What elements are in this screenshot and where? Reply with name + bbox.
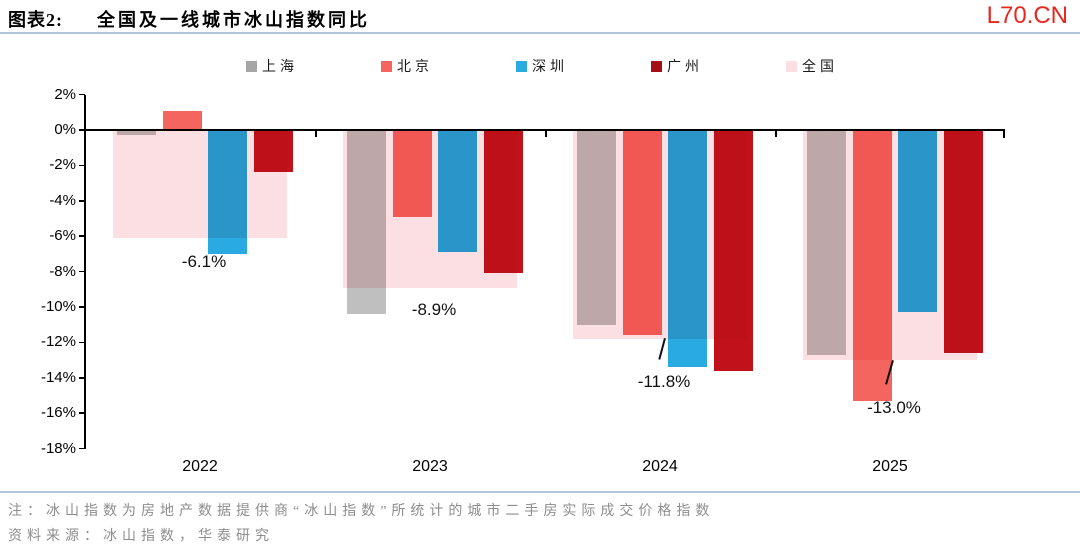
bar-上海 bbox=[347, 130, 386, 315]
x-axis-label: 2025 bbox=[872, 458, 908, 475]
bar-深圳 bbox=[898, 130, 937, 313]
bar-深圳 bbox=[438, 130, 477, 253]
legend-swatch bbox=[516, 60, 527, 72]
chart-note: 注：冰山指数为房地产数据提供商“冰山指数”所统计的城市二手房实际成交价格指数 bbox=[8, 504, 715, 519]
data-label: -13.0% bbox=[867, 398, 921, 417]
bar-北京 bbox=[622, 130, 662, 336]
x-axis-end-tick bbox=[1003, 130, 1005, 138]
y-tick-label: 0% bbox=[54, 121, 76, 138]
bar-深圳 bbox=[668, 130, 707, 368]
watermark-text: L70.CN bbox=[986, 2, 1068, 29]
legend-label: 上海 bbox=[262, 60, 298, 75]
y-tick-label: -4% bbox=[49, 191, 76, 209]
figure-tag: 图表2: bbox=[8, 10, 63, 30]
x-axis-label: 2022 bbox=[182, 458, 218, 475]
data-label: -11.8% bbox=[637, 372, 691, 391]
y-tick-mark bbox=[79, 447, 85, 450]
legend-label: 深圳 bbox=[532, 60, 568, 75]
bar-上海 bbox=[577, 130, 616, 325]
y-tick-mark bbox=[79, 341, 85, 344]
legend-item: 广州 bbox=[651, 56, 703, 76]
y-tick-label: 2% bbox=[54, 85, 76, 103]
y-tick-mark bbox=[79, 412, 85, 414]
bar-北京 bbox=[162, 110, 202, 130]
chart-source: 资料来源：冰山指数，华泰研究 bbox=[8, 529, 274, 544]
y-tick-label: -16% bbox=[40, 404, 76, 422]
legend-label: 广州 bbox=[667, 60, 703, 75]
y-tick-mark bbox=[79, 164, 85, 167]
legend-swatch bbox=[786, 60, 797, 72]
legend-item: 全国 bbox=[786, 56, 838, 76]
bar-广州 bbox=[713, 130, 753, 371]
footer-divider bbox=[0, 491, 1080, 493]
legend-item: 上海 bbox=[246, 56, 298, 76]
y-tick-label: -12% bbox=[40, 333, 76, 351]
bar-广州 bbox=[253, 130, 293, 173]
x-tick-mark bbox=[775, 130, 777, 137]
chart-legend: 上海 北京 深圳 广州 全国 bbox=[246, 56, 838, 76]
y-tick-mark bbox=[79, 270, 85, 273]
legend-label: 北京 bbox=[397, 60, 433, 75]
legend-swatch bbox=[381, 60, 392, 72]
bar-广州 bbox=[943, 130, 983, 354]
y-tick-label: -6% bbox=[49, 227, 76, 245]
legend-item: 深圳 bbox=[516, 56, 568, 76]
y-tick-mark bbox=[79, 200, 85, 202]
y-axis-line bbox=[83, 94, 86, 449]
y-tick-label: -14% bbox=[40, 368, 76, 386]
bar-北京 bbox=[392, 130, 432, 217]
x-tick-mark bbox=[545, 130, 547, 137]
data-label: -8.9% bbox=[411, 300, 457, 319]
legend-label: 全国 bbox=[802, 60, 838, 75]
bar-深圳 bbox=[208, 130, 247, 254]
figure-title: 全国及一线城市冰山指数同比 bbox=[97, 10, 370, 30]
x-tick-mark bbox=[315, 130, 317, 137]
legend-item: 北京 bbox=[381, 56, 433, 76]
y-tick-mark bbox=[79, 377, 85, 379]
data-label: -6.1% bbox=[181, 252, 227, 271]
legend-swatch bbox=[246, 60, 257, 72]
y-tick-label: -10% bbox=[40, 298, 76, 315]
y-tick-label: -18% bbox=[40, 439, 76, 457]
bar-上海 bbox=[807, 130, 846, 355]
y-tick-mark bbox=[79, 129, 85, 131]
zero-line bbox=[83, 129, 1005, 131]
title-divider bbox=[0, 32, 1080, 34]
bar-上海 bbox=[117, 130, 156, 136]
y-tick-mark bbox=[79, 235, 85, 237]
y-tick-mark bbox=[79, 93, 85, 96]
y-tick-label: -8% bbox=[49, 262, 76, 280]
y-tick-mark bbox=[79, 306, 85, 308]
data-label-leader bbox=[657, 338, 666, 360]
x-axis-label: 2024 bbox=[642, 458, 678, 475]
legend-swatch bbox=[651, 60, 662, 72]
bar-北京 bbox=[852, 130, 892, 401]
y-tick-label: -2% bbox=[49, 156, 76, 174]
bar-广州 bbox=[483, 130, 523, 274]
x-axis-label: 2023 bbox=[412, 458, 448, 475]
